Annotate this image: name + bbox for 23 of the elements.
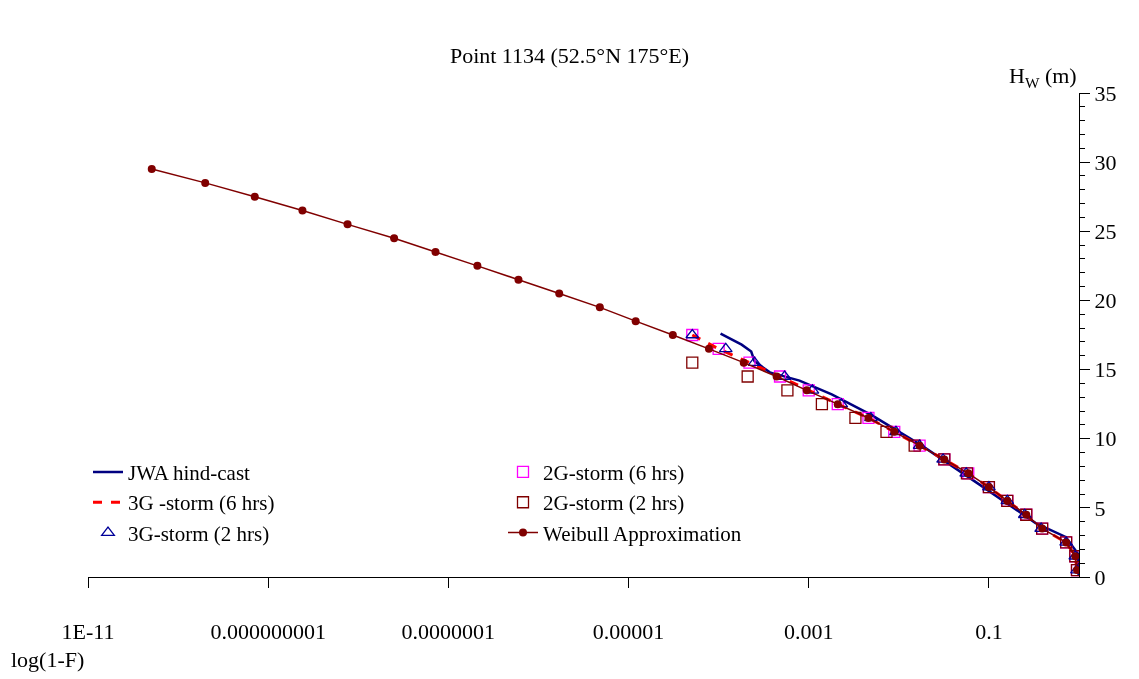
y-axis-title: H$_{W}$ (m) xyxy=(1009,63,1077,91)
x-tick-label: 0.00001 xyxy=(592,619,665,645)
y-tick-label: 30 xyxy=(1094,149,1117,175)
legend-label: Weibull Approximation xyxy=(543,521,742,546)
x-tick-label: 0.0000001 xyxy=(401,619,496,645)
x-axis-title: log(1-F) xyxy=(11,647,85,672)
legend-label: JWA hind-cast xyxy=(128,461,251,486)
chart-title: Point 1134 (52.5°N 175°E) xyxy=(449,42,690,68)
y-tick-label: 15 xyxy=(1094,357,1117,383)
y-tick-label: 25 xyxy=(1094,218,1117,244)
legend-label: 3G -storm (6 hrs) xyxy=(128,491,275,516)
y-tick-label: 0 xyxy=(1094,564,1106,590)
y-tick-label: 10 xyxy=(1094,426,1117,452)
x-tick-label: 0.1 xyxy=(975,619,1003,645)
legend-label: 2G-storm (2 hrs) xyxy=(543,491,685,516)
x-tick-label: 0.000000001 xyxy=(210,619,326,645)
legend-label: 2G-storm (6 hrs) xyxy=(543,461,685,486)
y-tick-label: 20 xyxy=(1094,288,1117,314)
x-tick-label: 0.001 xyxy=(783,619,834,645)
legend-label: 3G-storm (2 hrs) xyxy=(128,521,270,546)
x-tick-label: 1E-11 xyxy=(61,619,115,645)
y-tick-label: 35 xyxy=(1094,80,1117,106)
y-tick-label: 5 xyxy=(1094,495,1106,521)
